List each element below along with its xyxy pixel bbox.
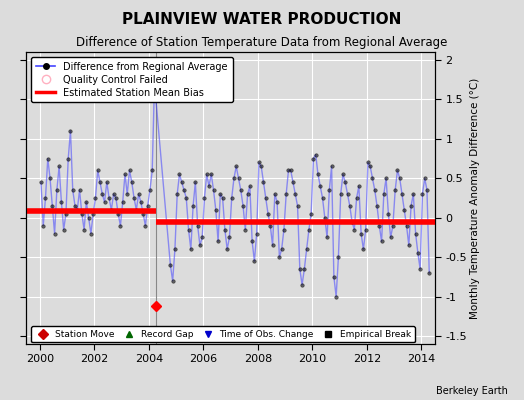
Text: Difference of Station Temperature Data from Regional Average: Difference of Station Temperature Data f…: [77, 36, 447, 49]
Legend: Station Move, Record Gap, Time of Obs. Change, Empirical Break: Station Move, Record Gap, Time of Obs. C…: [31, 326, 414, 342]
Text: PLAINVIEW WATER PRODUCTION: PLAINVIEW WATER PRODUCTION: [122, 12, 402, 27]
Y-axis label: Monthly Temperature Anomaly Difference (°C): Monthly Temperature Anomaly Difference (…: [470, 77, 480, 319]
Text: Berkeley Earth: Berkeley Earth: [436, 386, 508, 396]
